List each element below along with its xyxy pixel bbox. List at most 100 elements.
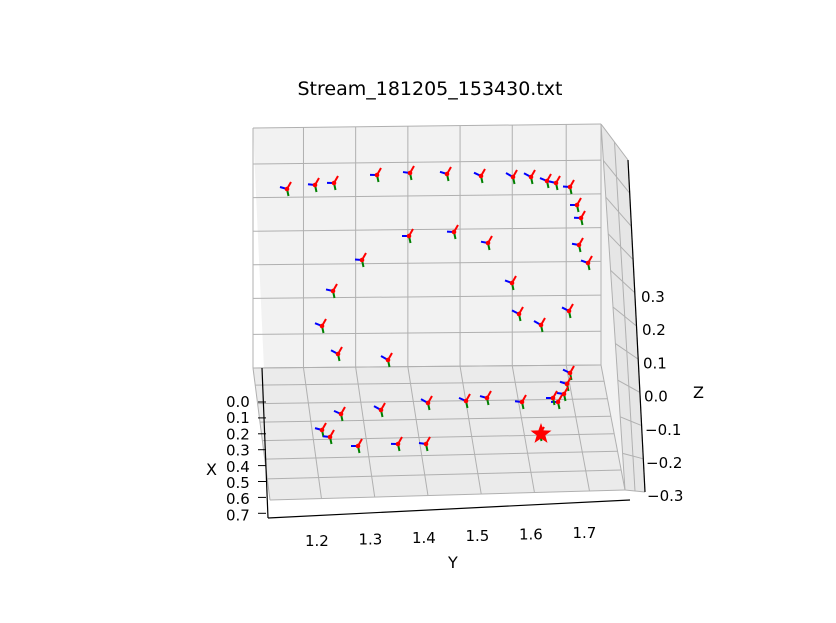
grid-line-back-h: [252, 227, 602, 232]
pose-sample: [548, 175, 561, 191]
sample-point: [478, 173, 484, 179]
pose-sample: [561, 303, 574, 319]
pose-sample: [330, 346, 343, 362]
pose-sample: [333, 406, 346, 422]
pose-sample: [511, 306, 524, 322]
y-tick-label: 1.6: [519, 526, 543, 544]
z-axis-label: Z: [693, 383, 704, 402]
pose-sample: [350, 438, 363, 454]
grid-line-floor-width: [255, 380, 605, 386]
x-tick-label: 0.2: [226, 425, 250, 443]
sample-point: [567, 184, 573, 190]
grid-line-floor-depth: [302, 367, 322, 499]
grid-line-floor-depth: [459, 366, 482, 495]
z-tick-label: −0.1: [645, 421, 681, 439]
pose-sample: [418, 436, 431, 452]
grid-line-back-h: [252, 193, 602, 199]
z-tick-label: 0.3: [641, 288, 665, 306]
pose-sample: [539, 173, 552, 189]
pose-sample: [562, 365, 575, 381]
grid-line-side-h: [615, 343, 639, 360]
grid-line-back-h: [252, 260, 602, 266]
sample-point: [510, 174, 516, 180]
pose-sample: [473, 168, 486, 184]
pose-sample: [545, 390, 558, 406]
x-tick-label: 0.4: [226, 458, 250, 476]
sample-point: [528, 174, 534, 180]
pose-sample: [573, 210, 586, 226]
sample-point: [331, 180, 337, 186]
pose-sample: [556, 386, 569, 402]
pose-sample: [420, 395, 433, 411]
z-axis-line: [627, 159, 646, 493]
pose-sample: [314, 422, 327, 438]
sample-point: [516, 311, 522, 317]
sample-point: [355, 443, 361, 449]
pose-sample: [523, 169, 536, 185]
grid-line-floor-depth: [355, 367, 376, 498]
pose-sample: [480, 235, 493, 251]
grid-line-side-h: [622, 452, 644, 460]
sample-point: [585, 260, 591, 266]
pose-sample: [354, 252, 367, 268]
grid-line-floor-depth: [407, 366, 429, 496]
sample-point: [425, 400, 431, 406]
pose-sample: [514, 394, 527, 410]
y-axis-label: Y: [447, 553, 458, 572]
sample-point: [538, 322, 544, 328]
sample-point: [555, 399, 561, 405]
sample-point: [544, 178, 550, 184]
pose-samples: [279, 165, 593, 454]
sample-point: [444, 171, 450, 177]
sample-point: [330, 288, 336, 294]
grid-line-floor-width: [252, 364, 602, 369]
sample-point: [578, 215, 584, 221]
sample-point: [484, 395, 490, 401]
sample-point: [576, 242, 582, 248]
pose-sample: [325, 283, 338, 299]
sample-point: [406, 233, 412, 239]
pose-sample: [533, 317, 546, 333]
pose-sample: [559, 376, 572, 392]
pose-sample: [369, 167, 382, 183]
grid-line-side-h: [612, 306, 637, 327]
z-tick-label: −0.3: [647, 487, 683, 505]
grid-line-floor-depth: [600, 364, 626, 491]
pose-sample: [390, 436, 403, 452]
grid-line-floor-width: [262, 433, 615, 442]
pose-sample: [402, 165, 415, 181]
sample-point: [519, 399, 525, 405]
sample-point: [567, 370, 573, 376]
grid-line-floor-width: [269, 489, 626, 501]
grid-line-side-h: [605, 196, 632, 227]
sample-point: [485, 240, 491, 246]
sample-point: [509, 280, 515, 286]
grid-line-back-h: [252, 123, 602, 129]
pose-sample: [580, 255, 593, 271]
pose-sample: [446, 224, 459, 240]
z-tick-label: 0.0: [644, 388, 668, 406]
pose-sample: [569, 197, 582, 213]
grid-line-floor-width: [264, 450, 618, 460]
pose-sample: [373, 402, 386, 418]
sample-point: [359, 257, 365, 263]
side-pane: [601, 124, 645, 492]
sample-point: [284, 186, 290, 192]
pose-sample: [326, 175, 339, 191]
pose-sample: [479, 390, 492, 406]
sample-point: [553, 180, 559, 186]
sample-point: [574, 202, 580, 208]
chart-title: Stream_181205_153430.txt: [297, 78, 563, 100]
sample-point: [327, 434, 333, 440]
sample-point: [319, 323, 325, 329]
pose-sample: [504, 275, 517, 291]
x-axis-label: X: [206, 460, 217, 479]
z-tick-label: −0.2: [646, 454, 682, 472]
pose-sample: [279, 181, 292, 197]
y-tick-label: 1.5: [466, 527, 490, 545]
grid-line-side-h: [620, 416, 642, 427]
y-tick-label: 1.3: [359, 530, 383, 548]
grid-line-side-h: [600, 123, 629, 161]
sample-point: [566, 308, 572, 314]
grid-line-floor-width: [267, 469, 622, 480]
